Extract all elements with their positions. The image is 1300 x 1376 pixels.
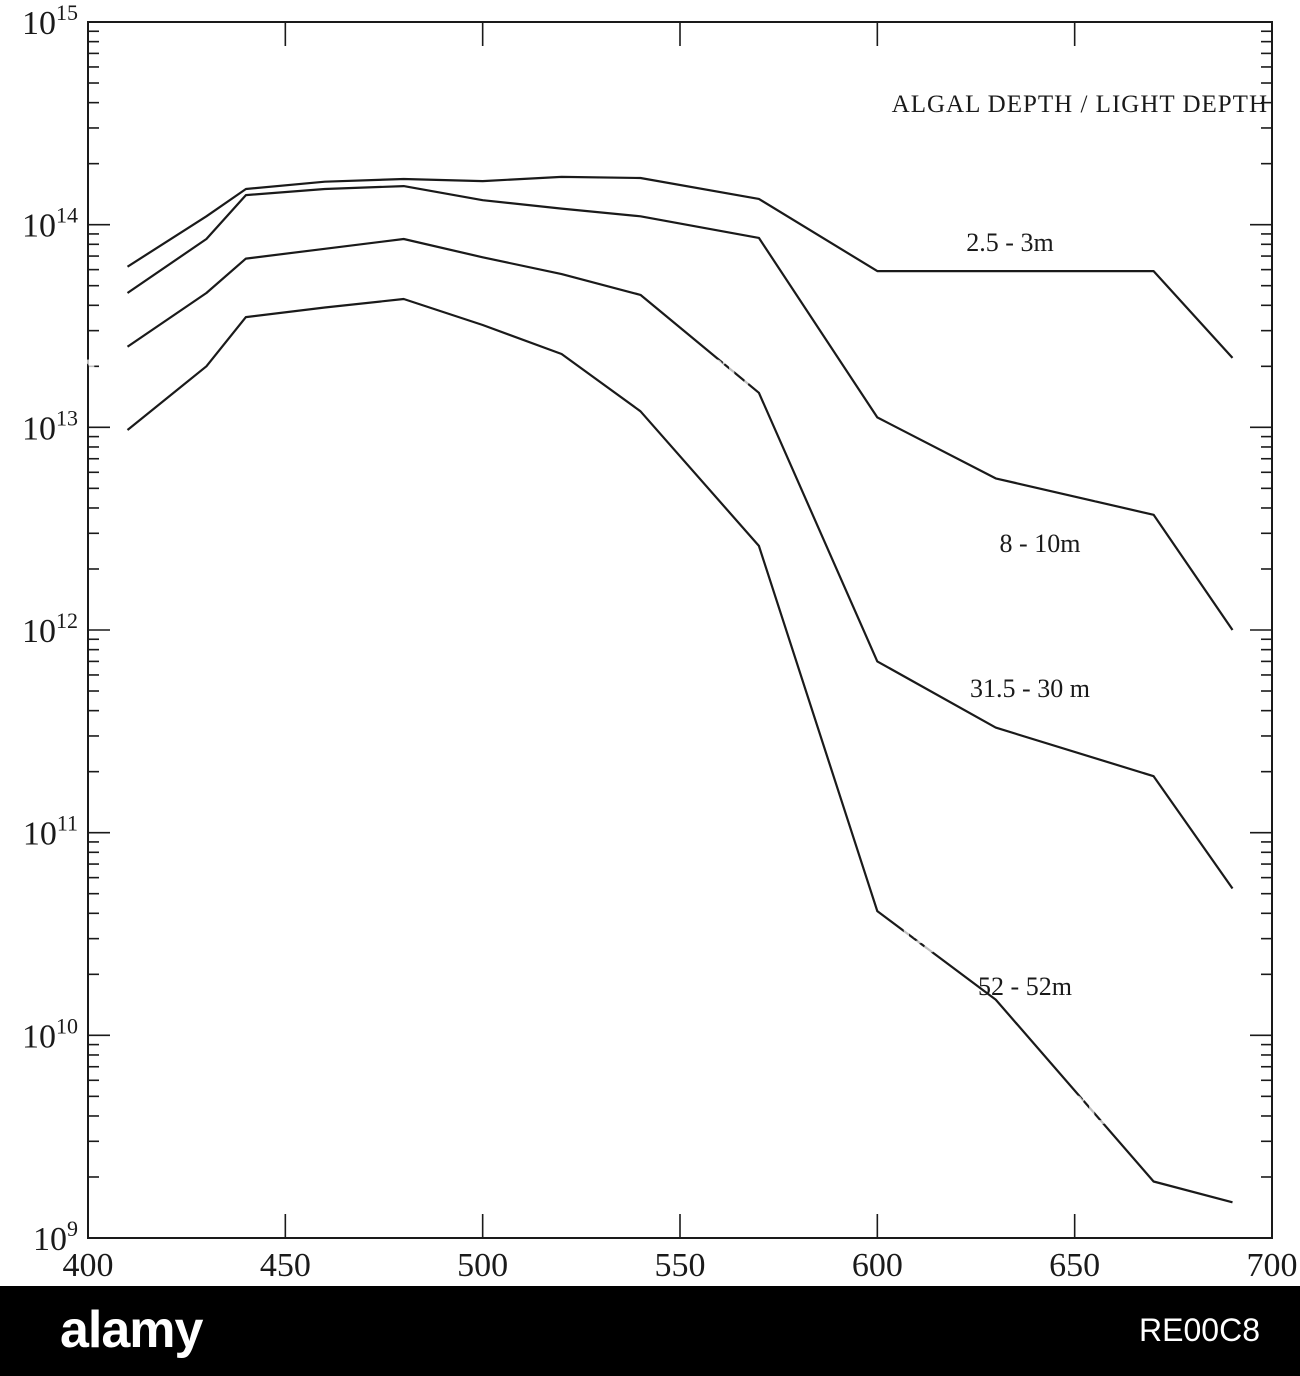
y-tick-base: 10 [23, 816, 57, 853]
x-tick-label: 650 [1049, 1247, 1100, 1284]
image-id: RE00C8 [1139, 1312, 1260, 1348]
footer-bar: alamy RE00C8 [0, 1286, 1300, 1376]
y-tick-base: 10 [22, 410, 56, 447]
y-tick-label: 1013 [22, 405, 78, 447]
watermark-text: alamy [10, 347, 118, 389]
series-label-2: 8 - 10m [1000, 529, 1081, 558]
y-tick-label: 1014 [22, 203, 78, 245]
legend-title: ALGAL DEPTH / LIGHT DEPTH [892, 91, 1268, 118]
x-tick-label: 450 [260, 1247, 311, 1284]
y-tick-label: 1012 [22, 608, 78, 650]
series-line-3 [126, 237, 1234, 890]
y-tick-base: 10 [22, 208, 56, 245]
y-tick-exponent: 11 [57, 811, 78, 836]
x-tick-label: 550 [655, 1247, 706, 1284]
watermark-text: alamy [880, 919, 988, 961]
series-line-2 [126, 185, 1234, 631]
plot-border [87, 21, 1273, 1239]
series-layer [126, 175, 1234, 1204]
x-tick-label: 600 [852, 1247, 903, 1284]
y-tick-exponent: 14 [56, 203, 78, 228]
y-tick-label: 1010 [22, 1013, 78, 1055]
series-label-1: 2.5 - 3m [966, 228, 1053, 257]
x-tick-label: 700 [1247, 1247, 1298, 1284]
y-tick-base: 10 [22, 5, 56, 42]
y-tick-base: 10 [22, 1018, 56, 1055]
footer-logo: alamy [60, 1301, 203, 1359]
x-tick-label: 500 [457, 1247, 508, 1284]
series-label-4: 52 - 52m [978, 972, 1072, 1001]
series-labels: 2.5 - 3m 8 - 10m 31.5 - 30 m 52 - 52m [966, 228, 1090, 1001]
y-tick-label: 1011 [23, 811, 78, 853]
y-tick-base: 10 [22, 613, 56, 650]
watermark-text: alamy [1090, 467, 1198, 509]
x-tick-label: 400 [63, 1247, 114, 1284]
y-tick-exponent: 12 [56, 608, 78, 633]
y-tick-exponent: 15 [56, 0, 78, 25]
y-tick-exponent: 13 [56, 405, 78, 430]
watermark-text: alamy [250, 732, 358, 774]
series-line-4 [126, 297, 1233, 1204]
series-line-1 [126, 175, 1234, 359]
watermark-text: alamy [180, 1142, 288, 1184]
x-axis: 400 450 500 550 600 650 700 [63, 22, 1298, 1284]
y-tick-label: 1015 [22, 0, 78, 42]
watermark: alamy alamy alamy alamy alamy alamy alamy alamy… [10, 79, 1198, 1184]
watermark-text: alamy [1010, 1083, 1118, 1125]
y-tick-exponent: 9 [67, 1216, 78, 1241]
series-label-3: 31.5 - 30 m [970, 674, 1090, 703]
watermark-text: alamy [345, 79, 453, 121]
plot-frame [87, 21, 1273, 1239]
y-tick-base: 10 [33, 1221, 67, 1258]
watermark-text: alamy [560, 627, 668, 669]
watermark-text: alamy [650, 347, 758, 389]
y-tick-label: 109 [33, 1216, 78, 1258]
legend: ALGAL DEPTH / LIGHT DEPTH [892, 91, 1268, 118]
y-tick-exponent: 10 [56, 1013, 78, 1038]
